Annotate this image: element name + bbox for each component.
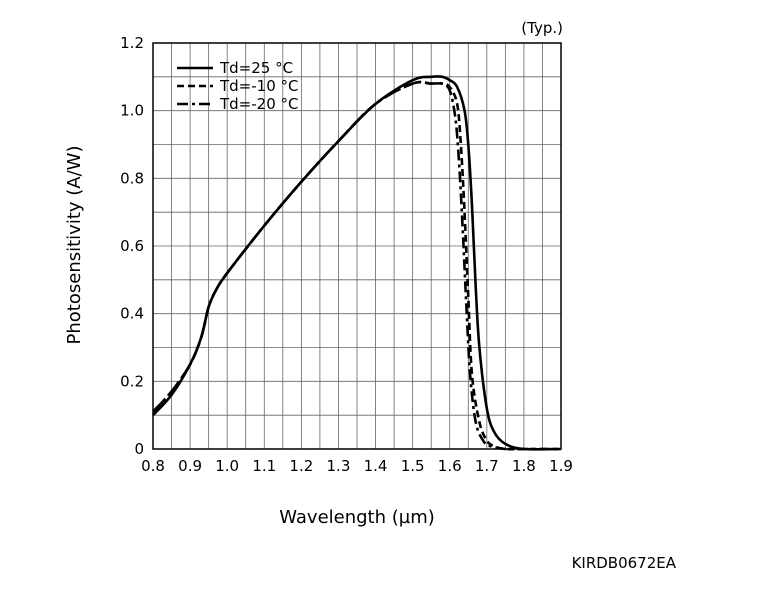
y-tick-labels: 0 0.2 0.4 0.6 0.8 1.0 1.2 [120,34,144,458]
x-tick-label: 1.4 [364,457,388,475]
series-line-solid [152,75,562,451]
y-tick-label: 0.6 [120,237,144,255]
x-tick-label: 1.0 [215,457,239,475]
x-tick-label: 1.8 [512,457,536,475]
x-tick-label: 1.7 [475,457,499,475]
y-tick-label: 1.0 [120,102,144,120]
legend: Td=25 °CTd=-10 °CTd=-20 °C [177,59,299,113]
y-axis-label: Photosensitivity (A/W) [64,146,85,345]
legend-label: Td=-20 °C [219,95,299,113]
plot-frame [152,42,562,450]
typ-annotation: (Typ.) [521,19,563,37]
series-line-dashdot [152,80,561,451]
x-tick-label: 1.1 [252,457,276,475]
x-tick-label: 1.9 [549,457,573,475]
x-axis-label: Wavelength (µm) [279,507,435,528]
x-tick-label: 1.3 [327,457,351,475]
x-tick-label: 1.6 [438,457,462,475]
y-tick-label: 0 [134,440,144,458]
figure-code: KIRDB0672EA [572,554,677,572]
x-tick-label: 0.8 [141,457,165,475]
x-tick-labels: 0.8 0.9 1.0 1.1 1.2 1.3 1.4 1.5 1.6 1.7 1.8 1.9 [141,457,573,475]
y-tick-label: 0.8 [120,169,144,187]
curves [152,75,562,451]
x-tick-label: 1.5 [401,457,425,475]
x-tick-label: 0.9 [178,457,202,475]
y-tick-label: 0.2 [120,372,144,390]
y-tick-label: 0.4 [120,305,144,323]
grid [153,43,561,449]
x-tick-label: 1.2 [289,457,313,475]
y-tick-label: 1.2 [120,34,144,52]
legend-label: Td=-10 °C [219,77,299,95]
legend-label: Td=25 °C [219,59,293,77]
